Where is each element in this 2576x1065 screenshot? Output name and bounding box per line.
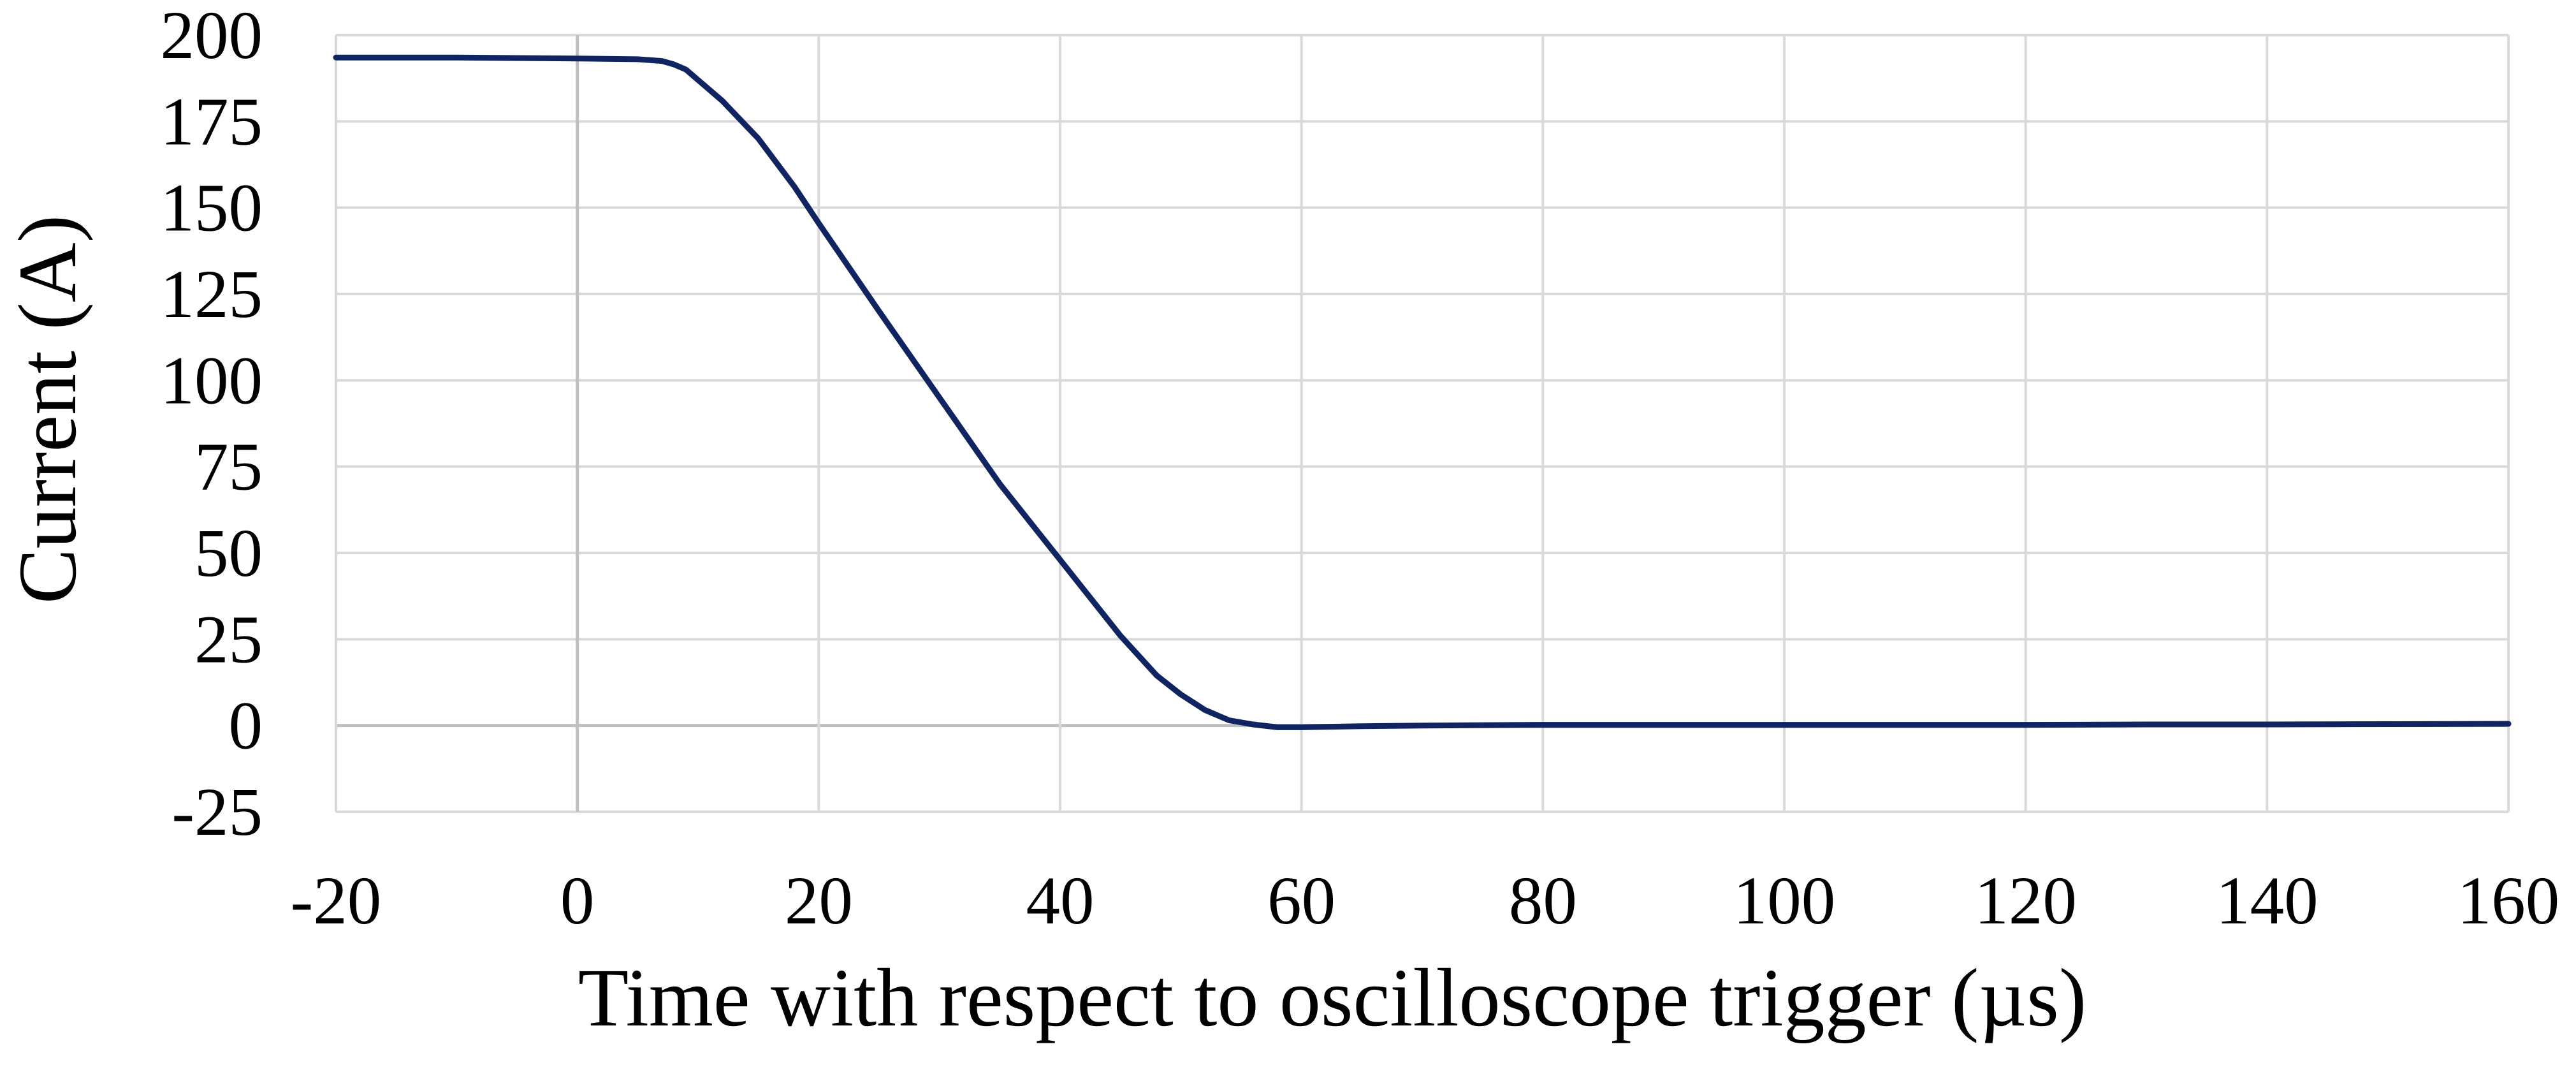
y-tick-label: 0 [229, 689, 263, 764]
grid-layer [335, 34, 2510, 813]
y-tick-label: 200 [161, 0, 263, 73]
y-tick-label: 100 [161, 343, 263, 418]
x-tick-label: 20 [785, 863, 853, 939]
y-tick-label: -25 [171, 775, 263, 850]
y-tick-label: 175 [161, 84, 263, 159]
x-tick-label: 100 [1733, 863, 1836, 939]
series-layer [333, 54, 2512, 730]
x-tick-label: 140 [2216, 863, 2318, 939]
y-tick-labels: -25 0 25 50 75 100 125 150 175 200 [161, 0, 263, 850]
x-tick-label: 40 [1026, 863, 1095, 939]
x-tick-label: 60 [1267, 863, 1335, 939]
y-tick-label: 125 [161, 257, 263, 332]
x-tick-label: -20 [291, 863, 382, 939]
x-tick-labels: -20 0 20 40 60 80 100 120 140 160 [291, 863, 2560, 939]
x-tick-label: 160 [2457, 863, 2560, 939]
y-tick-label: 25 [194, 602, 263, 677]
y-tick-label: 150 [161, 171, 263, 246]
x-tick-label: 80 [1509, 863, 1577, 939]
x-axis-title: Time with respect to oscilloscope trigge… [578, 952, 2086, 1044]
y-axis-title: Current (A) [2, 215, 94, 604]
x-tick-label: 120 [1974, 863, 2077, 939]
x-tick-label: 0 [560, 863, 595, 939]
y-tick-label: 50 [194, 516, 263, 591]
y-tick-label: 75 [194, 430, 263, 505]
series-line-current [333, 54, 2512, 730]
